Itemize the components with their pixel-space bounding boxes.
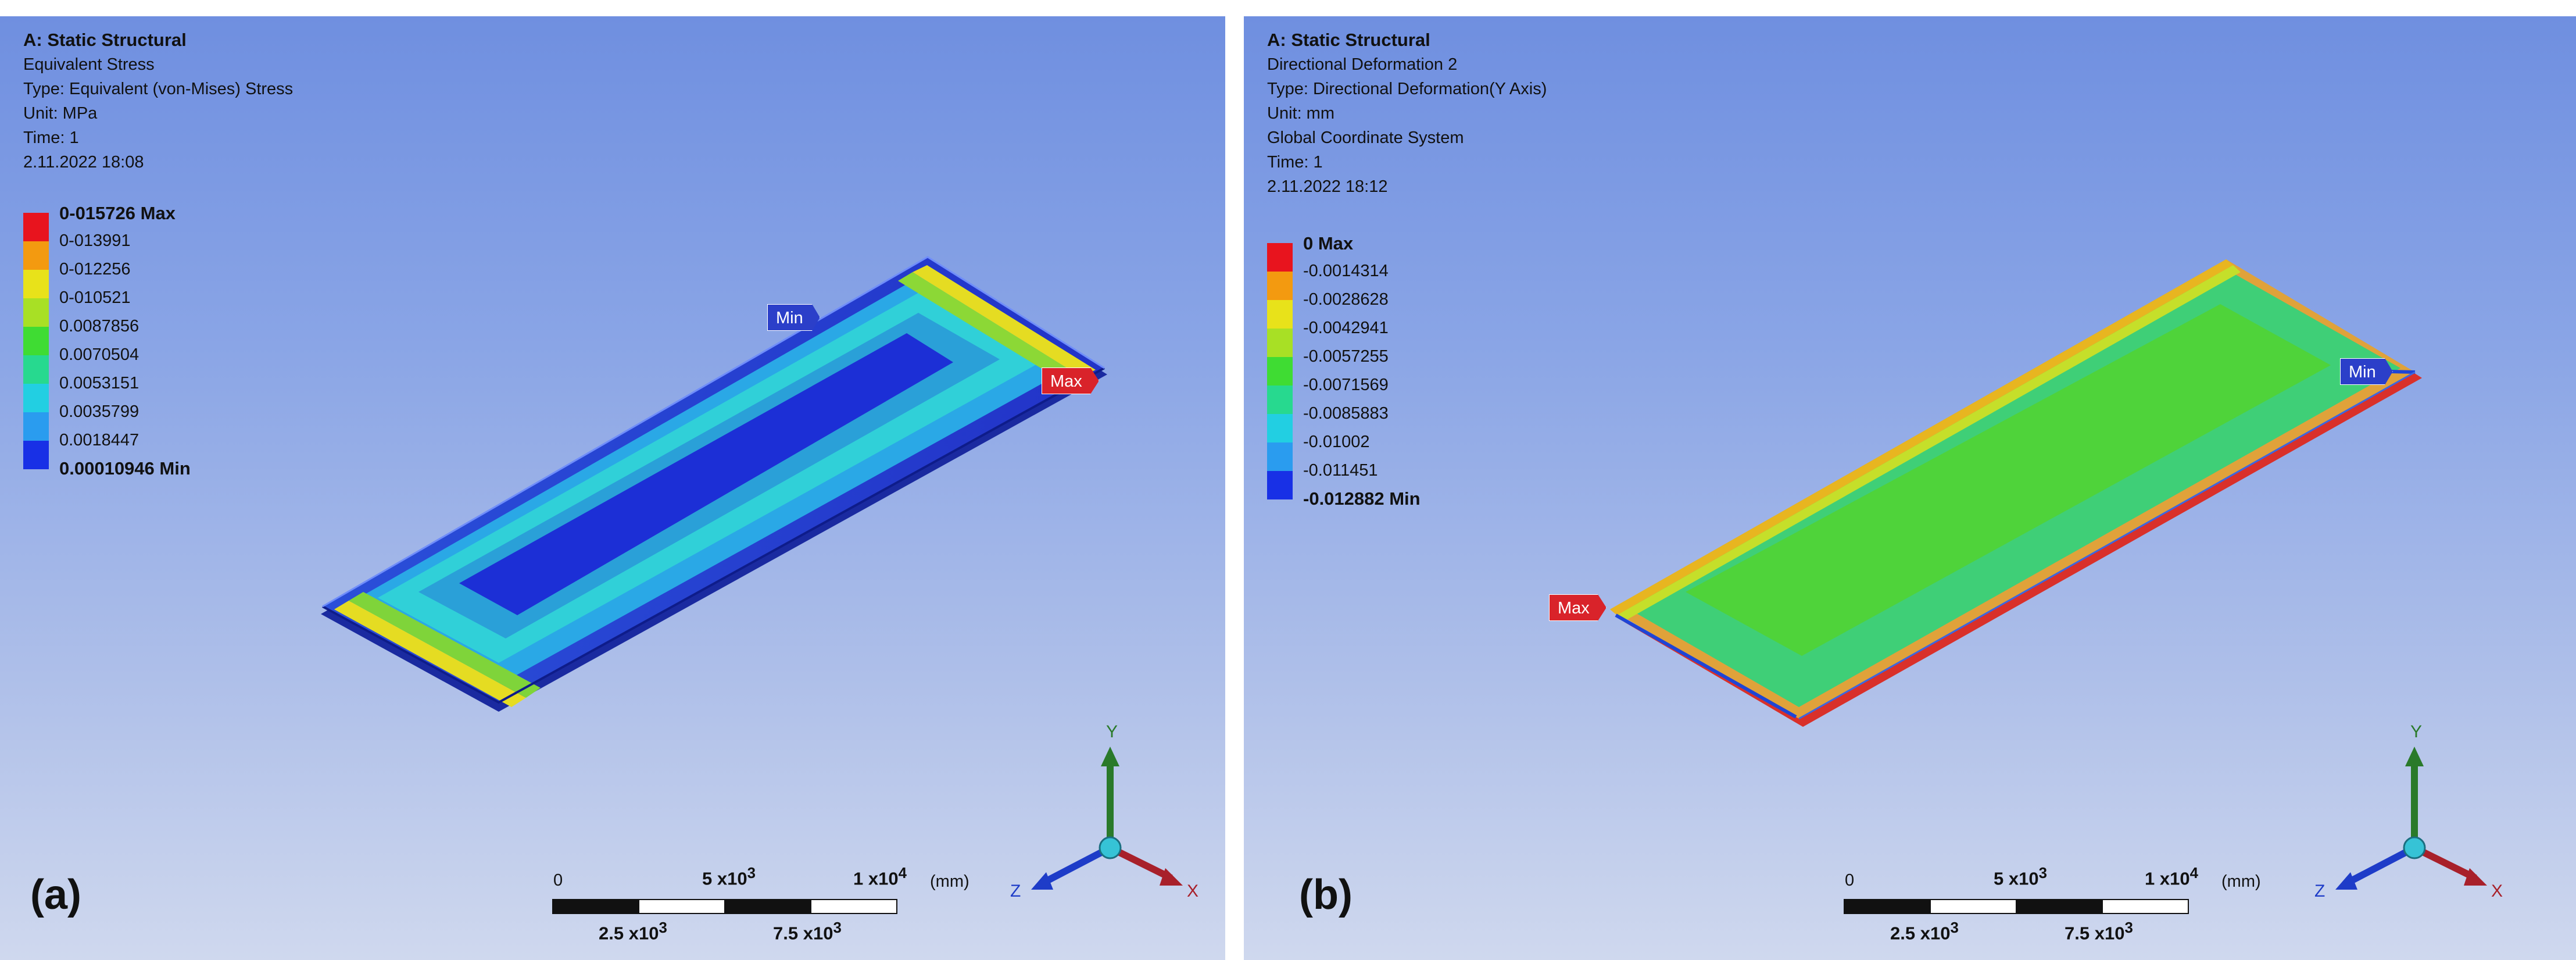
result-name: Equivalent Stress (23, 55, 155, 74)
legend-level-label: 0-010521 (59, 288, 131, 307)
legend-level-label: 0.0070504 (59, 345, 139, 364)
z-axis-arrow (2346, 844, 2416, 886)
legend-swatch (23, 298, 49, 327)
deformation-plate-model[interactable] (1244, 16, 2576, 960)
legend-level-label: 0.0018447 (59, 431, 139, 449)
viewport-panel-a[interactable]: A: Static Structural Equivalent Stress T… (0, 16, 1225, 960)
analysis-title: A: Static Structural (1267, 30, 1430, 50)
y-axis-label: Y (2410, 722, 2422, 741)
scale-start: 0 (553, 871, 563, 890)
x-axis-arrow (1108, 844, 1173, 882)
result-date: 2.11.2022 18:12 (1267, 177, 1388, 196)
legend-swatch (23, 270, 49, 298)
min-probe-tag[interactable]: Min (767, 304, 820, 331)
legend-level-label: 0.0053151 (59, 374, 139, 392)
legend-swatch (23, 213, 49, 241)
y-axis-label: Y (1106, 722, 1118, 741)
scale-unit: (mm) (930, 872, 969, 891)
legend-swatch (1267, 329, 1293, 357)
legend-swatch (1267, 471, 1293, 499)
z-axis-label: Z (2314, 882, 2325, 901)
z-axis-arrow (1042, 844, 1112, 886)
legend-min-label: -0.012882 Min (1303, 488, 1421, 509)
legend-swatch (23, 241, 49, 270)
legend-min-label: 0.00010946 Min (59, 458, 191, 479)
scale-q3-label: 7.5 x103 (2065, 920, 2133, 944)
legend-swatch (23, 327, 49, 355)
stress-plate-model[interactable] (0, 16, 1225, 960)
scale-bar: 0 5 x103 1 x104 (mm) 2.5 x103 7.5 x103 (1844, 865, 2285, 952)
legend-level-label: 0-012256 (59, 260, 131, 279)
result-time: Time: 1 (23, 129, 79, 147)
scale-end-label: 1 x104 (2145, 865, 2198, 889)
scale-q3-label: 7.5 x103 (773, 920, 842, 944)
legend-swatch (23, 412, 49, 441)
min-probe-tag[interactable]: Min (2340, 358, 2393, 385)
coordinate-triad[interactable]: Y Z X (2310, 720, 2507, 906)
legend-level-label: -0.01002 (1303, 433, 1370, 451)
x-axis-arrow (2413, 844, 2477, 882)
result-info-block: A: Static Structural Equivalent Stress T… (23, 28, 293, 174)
legend-level-label: -0.0028628 (1303, 290, 1389, 309)
legend-swatch (1267, 442, 1293, 471)
scale-mid-label: 5 x103 (702, 865, 756, 889)
scale-bar: 0 5 x103 1 x104 (mm) 2.5 x103 7.5 x103 (552, 865, 994, 952)
result-time: Time: 1 (1267, 153, 1323, 172)
legend-swatch (1267, 272, 1293, 300)
legend-swatch (1267, 414, 1293, 442)
result-type: Type: Equivalent (von-Mises) Stress (23, 80, 294, 98)
legend-level-label: -0.0042941 (1303, 319, 1389, 337)
result-date: 2.11.2022 18:08 (23, 153, 144, 172)
scale-q1-label: 2.5 x103 (1890, 920, 1959, 944)
legend-level-label: -0.0071569 (1303, 376, 1389, 394)
result-name: Directional Deformation 2 (1267, 55, 1458, 74)
result-unit: Unit: mm (1267, 104, 1334, 123)
legend-level-label: -0.0085883 (1303, 404, 1389, 423)
legend-level-label: 0.0087856 (59, 317, 139, 336)
figure-label-b: (b) (1299, 872, 1353, 918)
legend-level-label: 0.0035799 (59, 402, 139, 421)
legend-level-label: -0.0014314 (1303, 262, 1389, 280)
legend-level-label: 0-013991 (59, 231, 131, 250)
legend-swatch (1267, 243, 1293, 272)
coordinate-triad[interactable]: Y Z X (1006, 720, 1203, 906)
scale-start: 0 (1845, 871, 1855, 890)
result-info-block: A: Static Structural Directional Deforma… (1267, 28, 1547, 199)
legend-level-label: -0.0057255 (1303, 347, 1389, 366)
legend-swatch (23, 355, 49, 384)
x-axis-label: X (1187, 882, 1198, 901)
analysis-title: A: Static Structural (23, 30, 187, 50)
scale-end-label: 1 x104 (853, 865, 907, 889)
legend-swatch (23, 384, 49, 412)
scale-unit: (mm) (2221, 872, 2261, 891)
legend-swatch (1267, 300, 1293, 329)
legend-swatch (1267, 386, 1293, 414)
legend-swatch (1267, 357, 1293, 386)
result-coordinate-system: Global Coordinate System (1267, 129, 1464, 147)
viewport-panel-b[interactable]: A: Static Structural Directional Deforma… (1244, 16, 2576, 960)
result-type: Type: Directional Deformation(Y Axis) (1267, 80, 1547, 98)
x-axis-label: X (2491, 882, 2503, 901)
scale-mid-label: 5 x103 (1994, 865, 2047, 889)
figure-label-a: (a) (30, 872, 81, 918)
legend-swatch (23, 441, 49, 469)
z-axis-label: Z (1010, 882, 1021, 901)
legend-max-label: 0 Max (1303, 233, 1354, 254)
legend-level-label: -0.011451 (1303, 461, 1378, 480)
scale-q1-label: 2.5 x103 (599, 920, 667, 944)
max-probe-tag[interactable]: Max (1549, 594, 1607, 621)
result-unit: Unit: MPa (23, 104, 98, 123)
legend-max-label: 0-015726 Max (59, 203, 176, 223)
max-probe-tag[interactable]: Max (1042, 367, 1099, 394)
